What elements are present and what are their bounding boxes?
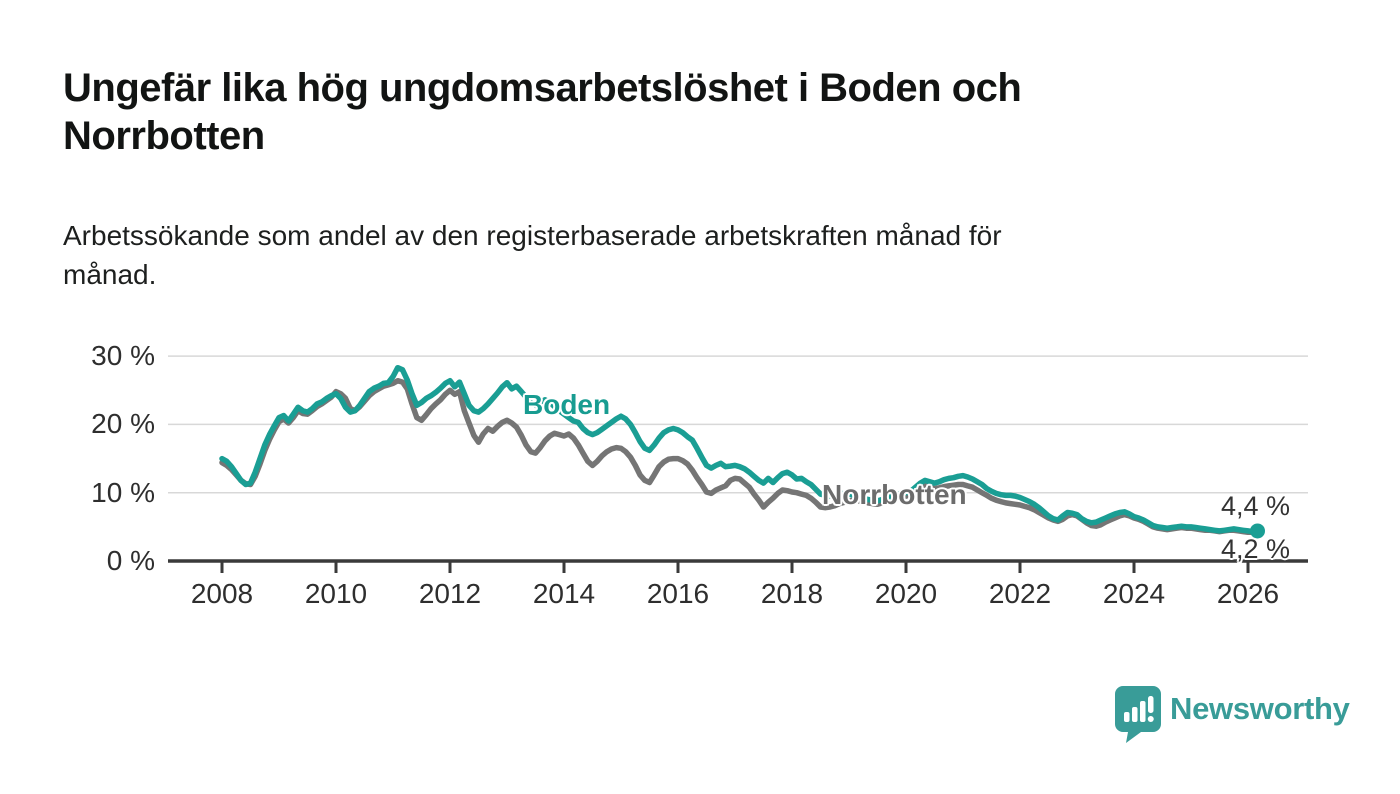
y-tick-label: 0 % bbox=[106, 545, 155, 576]
norrbotten-series-label: Norrbotten bbox=[822, 479, 967, 510]
newsworthy-branding: Newsworthy bbox=[1115, 686, 1350, 744]
y-tick-label: 10 % bbox=[91, 476, 155, 508]
norrbotten-line bbox=[219, 377, 1261, 536]
y-tick-label: 30 % bbox=[91, 340, 155, 372]
gridlines bbox=[168, 355, 1308, 494]
newsworthy-logo-text: Newsworthy bbox=[1170, 691, 1350, 726]
boden-line bbox=[219, 364, 1261, 535]
x-tick-label: 2016 bbox=[646, 578, 710, 609]
x-tick-label: 2020 bbox=[874, 578, 938, 609]
title-line-1: Ungefär lika hög ungdomsarbetslöshet i B… bbox=[63, 66, 1022, 110]
boden-end-value-label: 4,4 % bbox=[1220, 491, 1290, 521]
x-tick-label: 2008 bbox=[190, 578, 254, 609]
boden-series-label: Boden bbox=[523, 389, 611, 420]
x-tick-label: 2010 bbox=[304, 578, 368, 609]
x-tick-label: 2024 bbox=[1102, 578, 1166, 609]
chart-subtitle: Arbetssökande som andel av den registerb… bbox=[63, 216, 1343, 294]
x-tick-label: 2012 bbox=[418, 578, 482, 609]
newsworthy-logo-icon bbox=[1115, 686, 1161, 743]
x-tick-label: 2014 bbox=[532, 578, 596, 609]
x-tick-label: 2022 bbox=[988, 578, 1052, 609]
x-tick-label: 2018 bbox=[760, 578, 824, 609]
subtitle-line-2: månad. bbox=[63, 259, 157, 290]
x-axis-ticks bbox=[220, 561, 1250, 573]
y-tick-label: 20 % bbox=[91, 408, 155, 440]
subtitle-line-1: Arbetssökande som andel av den registerb… bbox=[63, 220, 1002, 251]
boden-end-dot bbox=[1250, 523, 1265, 539]
title-line-2: Norrbotten bbox=[63, 114, 265, 158]
page-title: Ungefär lika hög ungdomsarbetslöshet i B… bbox=[63, 64, 1343, 160]
x-tick-label: 2026 bbox=[1216, 578, 1280, 609]
norrbotten-end-value-label: 4,2 % bbox=[1220, 534, 1290, 564]
